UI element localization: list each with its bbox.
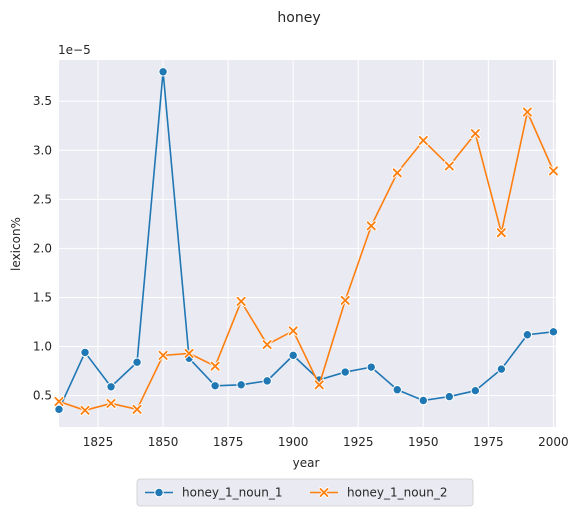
legend-marker [155, 488, 163, 496]
legend: honey_1_noun_1 honey_1_noun_2 [137, 479, 473, 506]
y-tick-label: 1.0 [33, 340, 52, 354]
data-point [211, 382, 219, 390]
x-axis-label: year [293, 456, 320, 470]
data-point [367, 363, 375, 371]
data-point [420, 137, 427, 144]
data-point [471, 386, 479, 394]
data-point [368, 222, 375, 229]
data-point [159, 68, 167, 76]
legend-label: honey_1_noun_1 [182, 486, 282, 500]
data-point [316, 381, 323, 388]
y-axis-multiplier: 1e−5 [58, 43, 91, 57]
y-tick-label: 3.5 [33, 94, 52, 108]
plot-area [59, 60, 556, 427]
data-point [107, 400, 114, 407]
y-tick-label: 3.0 [33, 143, 52, 157]
y-axis-label: lexicon% [9, 217, 23, 271]
x-tick-label: 1975 [473, 435, 504, 449]
data-point [81, 348, 89, 356]
y-tick-labels: 0.5 1.0 1.5 2.0 2.5 3.0 3.5 [33, 94, 52, 402]
x-tick-label: 2000 [538, 435, 569, 449]
data-point [289, 351, 297, 359]
x-tick-labels: 1825 1850 1875 1900 1925 1950 1975 2000 [83, 435, 569, 449]
legend-marker [320, 489, 327, 496]
data-point [445, 392, 453, 400]
x-tick-label: 1900 [278, 435, 309, 449]
data-point [472, 130, 479, 137]
data-point [159, 352, 166, 359]
y-tick-label: 0.5 [33, 389, 52, 403]
data-point [394, 169, 401, 176]
data-point [524, 108, 531, 115]
data-point [107, 383, 115, 391]
data-point [341, 368, 349, 376]
data-point [237, 381, 245, 389]
data-point [186, 350, 193, 357]
y-tick-label: 2.0 [33, 241, 52, 255]
x-tick-label: 1825 [83, 435, 114, 449]
data-point [498, 229, 505, 236]
data-point [81, 407, 88, 414]
data-point [523, 331, 531, 339]
data-point [419, 396, 427, 404]
data-point [212, 363, 219, 370]
x-tick-label: 1850 [148, 435, 179, 449]
data-point [133, 358, 141, 366]
data-point [55, 398, 62, 405]
y-tick-label: 1.5 [33, 290, 52, 304]
data-point [238, 298, 245, 305]
data-point [263, 377, 271, 385]
data-point [133, 406, 140, 413]
data-point [446, 162, 453, 169]
data-point [497, 365, 505, 373]
chart-title: honey [277, 10, 320, 26]
legend-label: honey_1_noun_2 [347, 486, 447, 500]
x-tick-label: 1950 [408, 435, 439, 449]
data-point [550, 167, 557, 174]
y-tick-label: 2.5 [33, 192, 52, 206]
data-point [264, 341, 271, 348]
x-tick-label: 1925 [343, 435, 374, 449]
data-point [290, 327, 297, 334]
data-point [393, 386, 401, 394]
data-point [342, 297, 349, 304]
x-tick-label: 1875 [213, 435, 244, 449]
data-point [549, 328, 557, 336]
